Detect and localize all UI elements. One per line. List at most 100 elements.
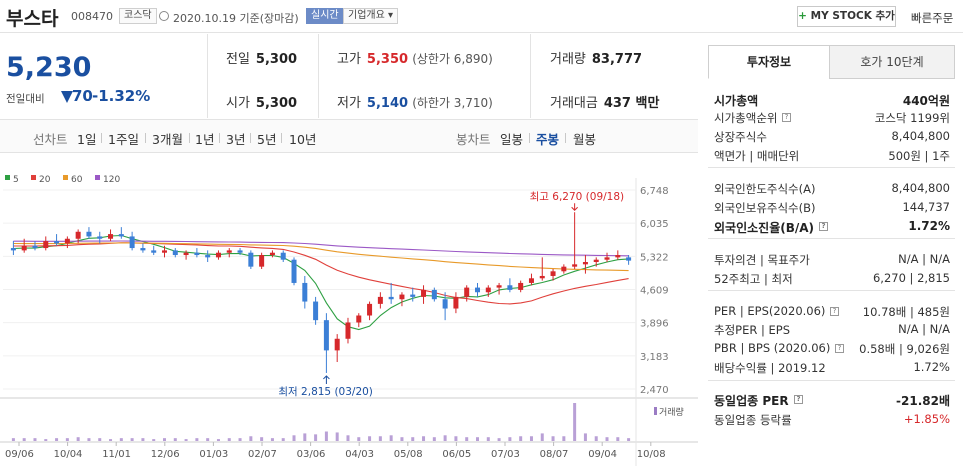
candle-body xyxy=(140,248,146,251)
change-label: 전일대비 xyxy=(6,93,45,105)
legend-swatch xyxy=(5,175,10,180)
help-icon[interactable]: ? xyxy=(830,307,839,316)
volume-bar xyxy=(497,438,501,441)
info-value: N/A | N/A xyxy=(898,252,950,266)
candle-body xyxy=(205,255,211,258)
min-price-label: 최저 2,815 (03/20) xyxy=(278,386,373,398)
tab-separator xyxy=(145,133,146,143)
info-row: 시가총액순위? 코스닥 1199위 xyxy=(714,110,950,126)
stat-prev: 전일 5,300 xyxy=(226,48,297,67)
candle-body xyxy=(431,289,437,300)
tab-invest-info[interactable]: 투자정보 xyxy=(708,45,830,79)
volume-bar xyxy=(44,439,48,441)
volume-bar xyxy=(76,437,80,441)
info-panel: 투자정보 호가 10단계 시가총액 440억원 시가총액순위? 코스닥 1199위 상장… xyxy=(708,45,955,466)
add-mystock-button[interactable]: + MY STOCK 추가 xyxy=(797,6,896,27)
tab-daily[interactable]: 일봉 xyxy=(500,132,524,147)
legend-label: 120 xyxy=(103,175,120,185)
volume-bar xyxy=(519,436,523,441)
info-value: 500원 | 1주 xyxy=(888,149,950,163)
info-tabs: 투자정보 호가 10단계 xyxy=(708,45,955,79)
tab-weekly[interactable]: 주봉 xyxy=(536,132,560,147)
min-arrow-icon xyxy=(323,375,330,384)
volume-bar xyxy=(346,435,350,441)
info-label: 배당수익률 | 2019.12 xyxy=(714,361,826,375)
volume-bar xyxy=(109,439,113,441)
y-tick-label: 3,896 xyxy=(640,319,669,330)
candle-body xyxy=(421,289,427,297)
info-value: 8,404,800 xyxy=(891,181,950,195)
tab-orderbook[interactable]: 호가 10단계 xyxy=(829,45,955,79)
tab-1d[interactable]: 1일 xyxy=(77,132,97,147)
y-tick-label: 5,322 xyxy=(640,252,669,263)
tab-1y[interactable]: 1년 xyxy=(195,132,215,147)
tab-separator xyxy=(250,133,251,143)
volume-bar xyxy=(422,436,426,441)
volume-bar xyxy=(573,403,577,441)
stock-name: 부스타 xyxy=(6,8,59,30)
candle-body xyxy=(269,252,275,256)
candle-body xyxy=(485,287,491,293)
candle-body xyxy=(334,338,340,351)
tab-1w[interactable]: 1주일 xyxy=(108,132,139,147)
volume-bar xyxy=(98,438,102,441)
info-value: 1.72% xyxy=(913,360,950,374)
candle-body xyxy=(21,245,27,251)
volume-bar xyxy=(303,433,307,441)
volume-bar xyxy=(152,439,156,441)
legend-label: 20 xyxy=(39,175,51,185)
volume-bar xyxy=(562,436,566,441)
divider xyxy=(318,34,319,118)
help-icon[interactable]: ? xyxy=(794,395,803,404)
price-stats: 전일 5,300 시가 5,300 고가 5,350 (상한가 6,890) 저가 5,… xyxy=(209,34,698,118)
x-tick-label: 09/04 xyxy=(588,449,617,460)
tab-5y[interactable]: 5년 xyxy=(257,132,277,147)
realtime-button[interactable]: 실시간 xyxy=(306,8,344,24)
help-icon[interactable]: ? xyxy=(835,344,844,353)
volume-bar xyxy=(314,434,318,441)
current-price: 5,230 xyxy=(6,52,92,83)
candle-body xyxy=(496,285,502,288)
legend-label: 60 xyxy=(71,175,83,185)
help-icon[interactable]: ? xyxy=(782,113,791,122)
tab-3y[interactable]: 3년 xyxy=(226,132,246,147)
candle-body xyxy=(183,252,189,256)
y-tick-label: 4,609 xyxy=(640,286,669,297)
volume-bar xyxy=(551,436,555,441)
candle-body xyxy=(86,231,92,237)
volume-bar xyxy=(411,437,415,441)
change-percent: -1.32% xyxy=(92,87,151,105)
divider xyxy=(708,238,955,239)
x-tick-label: 11/01 xyxy=(102,449,131,460)
candle-body xyxy=(323,320,329,351)
quick-order-button[interactable]: 빠른주문 xyxy=(911,11,954,25)
info-label: 동일업종 등락률 xyxy=(714,413,792,427)
info-row: 시가총액 440억원 xyxy=(714,92,950,108)
volume-bar xyxy=(227,438,231,441)
tab-3m[interactable]: 3개월 xyxy=(152,132,183,147)
tab-monthly[interactable]: 월봉 xyxy=(573,132,597,147)
volume-bar xyxy=(583,433,587,441)
tab-separator xyxy=(529,133,530,143)
info-label: 외국인한도주식수(A) xyxy=(714,182,816,196)
info-label: 추정PER | EPS xyxy=(714,323,791,337)
candle-body xyxy=(302,282,308,302)
candle-body xyxy=(367,303,373,316)
volume-bar xyxy=(605,437,609,441)
company-info-dropdown[interactable]: 기업개요 ▾ xyxy=(343,8,398,24)
candle-body xyxy=(539,275,545,279)
candle-body xyxy=(215,252,221,258)
candle-body xyxy=(97,236,103,239)
price-chart[interactable]: 5 20 60 120 6,748 6,035 5,322 4,609 3,896 3,183 2,… xyxy=(0,153,698,466)
candle-body xyxy=(151,250,157,253)
help-icon[interactable]: ? xyxy=(819,222,828,231)
info-value: 440억원 xyxy=(902,94,950,108)
chart-svg: 5 20 60 120 6,748 6,035 5,322 4,609 3,896 3,183 2,… xyxy=(0,175,698,466)
info-row: 배당수익률 | 2019.12 1.72% xyxy=(714,360,950,376)
stat-value: 5,350 xyxy=(366,52,409,67)
info-row: 액면가 | 매매단위 500원 | 1주 xyxy=(714,148,950,164)
candle-body xyxy=(194,252,200,256)
volume-bar xyxy=(443,435,447,441)
candle-body xyxy=(43,241,49,249)
tab-10y[interactable]: 10년 xyxy=(289,132,317,147)
